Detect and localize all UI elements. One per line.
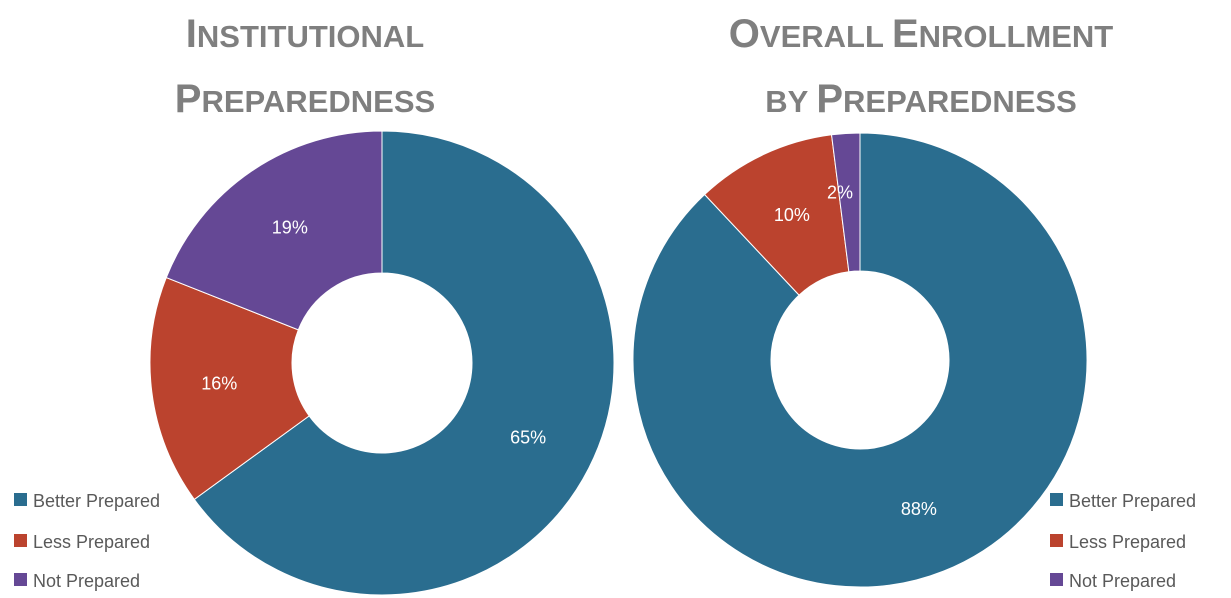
legend-label: Less Prepared <box>1069 532 1186 552</box>
legend-item-not-prepared: Not Prepared <box>14 571 140 591</box>
institutional-preparedness-chart: INSTITUTIONAL PREPAREDNESS 65% 16% 19% Better… <box>14 12 615 596</box>
chart-title-segment: P <box>816 77 843 121</box>
legend-item-better-prepared: Better Prepared <box>14 491 160 511</box>
legend-label: Better Prepared <box>33 491 160 511</box>
slice-label-better-prepared: 88% <box>901 499 937 519</box>
slice-label-less-prepared: 10% <box>774 205 810 225</box>
chart-title-segment: REPAREDNESS <box>843 84 1077 119</box>
slice-less-prepared <box>149 276 310 501</box>
legend-label: Less Prepared <box>33 532 150 552</box>
legend-label: Better Prepared <box>1069 491 1196 511</box>
chart-title-segment: P <box>175 77 202 121</box>
slice-label-better-prepared: 65% <box>510 427 546 447</box>
slice-not-prepared <box>165 130 383 331</box>
overall-enrollment-chart: OVERALL ENROLLMENT BY PREPAREDNESS 88% 10% 2… <box>632 12 1196 591</box>
chart-title-segment: BY <box>765 84 816 119</box>
slice-label-not-prepared: 19% <box>272 217 308 237</box>
legend-swatch <box>1050 573 1063 586</box>
legend-item-better-prepared: Better Prepared <box>1050 491 1196 511</box>
chart-title-line-1: OVERALL ENROLLMENT <box>729 12 1114 56</box>
legend-swatch <box>14 573 27 586</box>
slice-label-less-prepared: 16% <box>201 374 237 394</box>
chart-title-line-2: PREPAREDNESS <box>175 77 435 121</box>
chart-title-segment: I <box>186 12 197 56</box>
chart-title-segment: REPAREDNESS <box>201 84 435 119</box>
chart-title-line-2: BY PREPAREDNESS <box>765 77 1077 121</box>
legend-swatch <box>14 493 27 506</box>
legend-item-not-prepared: Not Prepared <box>1050 571 1176 591</box>
chart-title-segment: E <box>892 12 919 56</box>
chart-title-segment: VERALL <box>760 19 892 54</box>
chart-title-segment: O <box>729 12 760 56</box>
legend-item-less-prepared: Less Prepared <box>1050 532 1186 552</box>
slice-label-not-prepared: 2% <box>827 182 853 202</box>
slice-not-prepared <box>830 132 861 273</box>
slice-better-prepared <box>632 132 1088 588</box>
chart-title-line-1: INSTITUTIONAL <box>186 12 424 56</box>
chart-title-segment: NSTITUTIONAL <box>197 19 424 54</box>
legend-label: Not Prepared <box>1069 571 1176 591</box>
legend-swatch <box>1050 534 1063 547</box>
legend-swatch <box>14 534 27 547</box>
legend-label: Not Prepared <box>33 571 140 591</box>
slice-better-prepared <box>193 130 615 596</box>
legend-swatch <box>1050 493 1063 506</box>
legend-item-less-prepared: Less Prepared <box>14 532 150 552</box>
chart-title-segment: NROLLMENT <box>919 19 1114 54</box>
